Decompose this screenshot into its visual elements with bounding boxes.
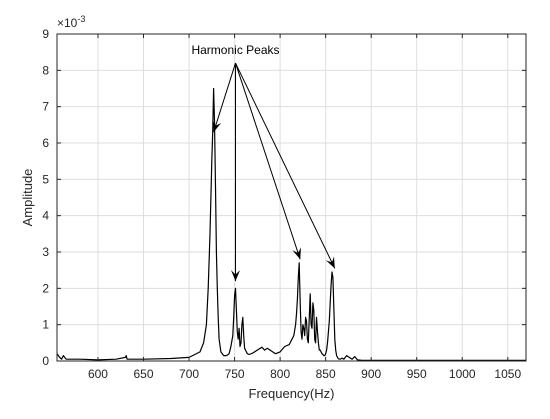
x-tick-label: 650: [133, 367, 153, 381]
y-tick-label: 8: [42, 63, 49, 77]
spectrum-line: [56, 87, 526, 361]
y-axis-label: Amplitude: [20, 169, 35, 227]
plot-area: [57, 34, 526, 361]
annotation-arrow-line: [235, 62, 301, 260]
y-tick-label: 0: [42, 354, 49, 368]
y-tick-label: 3: [42, 245, 49, 259]
y-tick-label: 9: [42, 27, 49, 41]
x-tick-label: 800: [270, 367, 290, 381]
annotation-arrow-line: [235, 62, 336, 269]
y-tick-label: 2: [42, 281, 49, 295]
y-tick-labels: 0 1 2 3 4 5 6 7 8 9: [42, 27, 49, 368]
y-exponent-base: ×10: [57, 16, 78, 30]
y-tick-label: 1: [42, 318, 49, 332]
x-tick-label: 1000: [449, 367, 476, 381]
y-tick-label: 5: [42, 172, 49, 186]
annotation-arrow-head: [292, 247, 301, 260]
annotation-arrow-head: [325, 256, 335, 269]
y-tick-label: 7: [42, 100, 49, 114]
annotation-text: Harmonic Peaks: [191, 43, 279, 57]
annotation-arrow-head: [231, 270, 240, 282]
x-tick-labels: 600 650 700 750 800 850 900 950 1000 1050: [88, 367, 521, 381]
x-tick-label: 750: [225, 367, 245, 381]
x-tick-label: 950: [407, 367, 427, 381]
x-axis-label: Frequency(Hz): [249, 386, 335, 401]
x-tick-label: 850: [316, 367, 336, 381]
annotation-arrow-head: [212, 120, 222, 133]
annotation-arrow-line: [213, 62, 236, 133]
plot-border: [56, 33, 527, 362]
x-tick-label: 1050: [494, 367, 521, 381]
x-tick-label: 600: [88, 367, 108, 381]
y-exponent-power: -3: [77, 14, 85, 24]
annotation-arrows: [212, 62, 336, 282]
y-exponent-label: ×10-3: [57, 14, 85, 30]
axis-ticks: [57, 33, 526, 362]
x-tick-label: 700: [179, 367, 199, 381]
x-tick-label: 900: [361, 367, 381, 381]
y-tick-label: 6: [42, 136, 49, 150]
y-tick-label: 4: [42, 209, 49, 223]
